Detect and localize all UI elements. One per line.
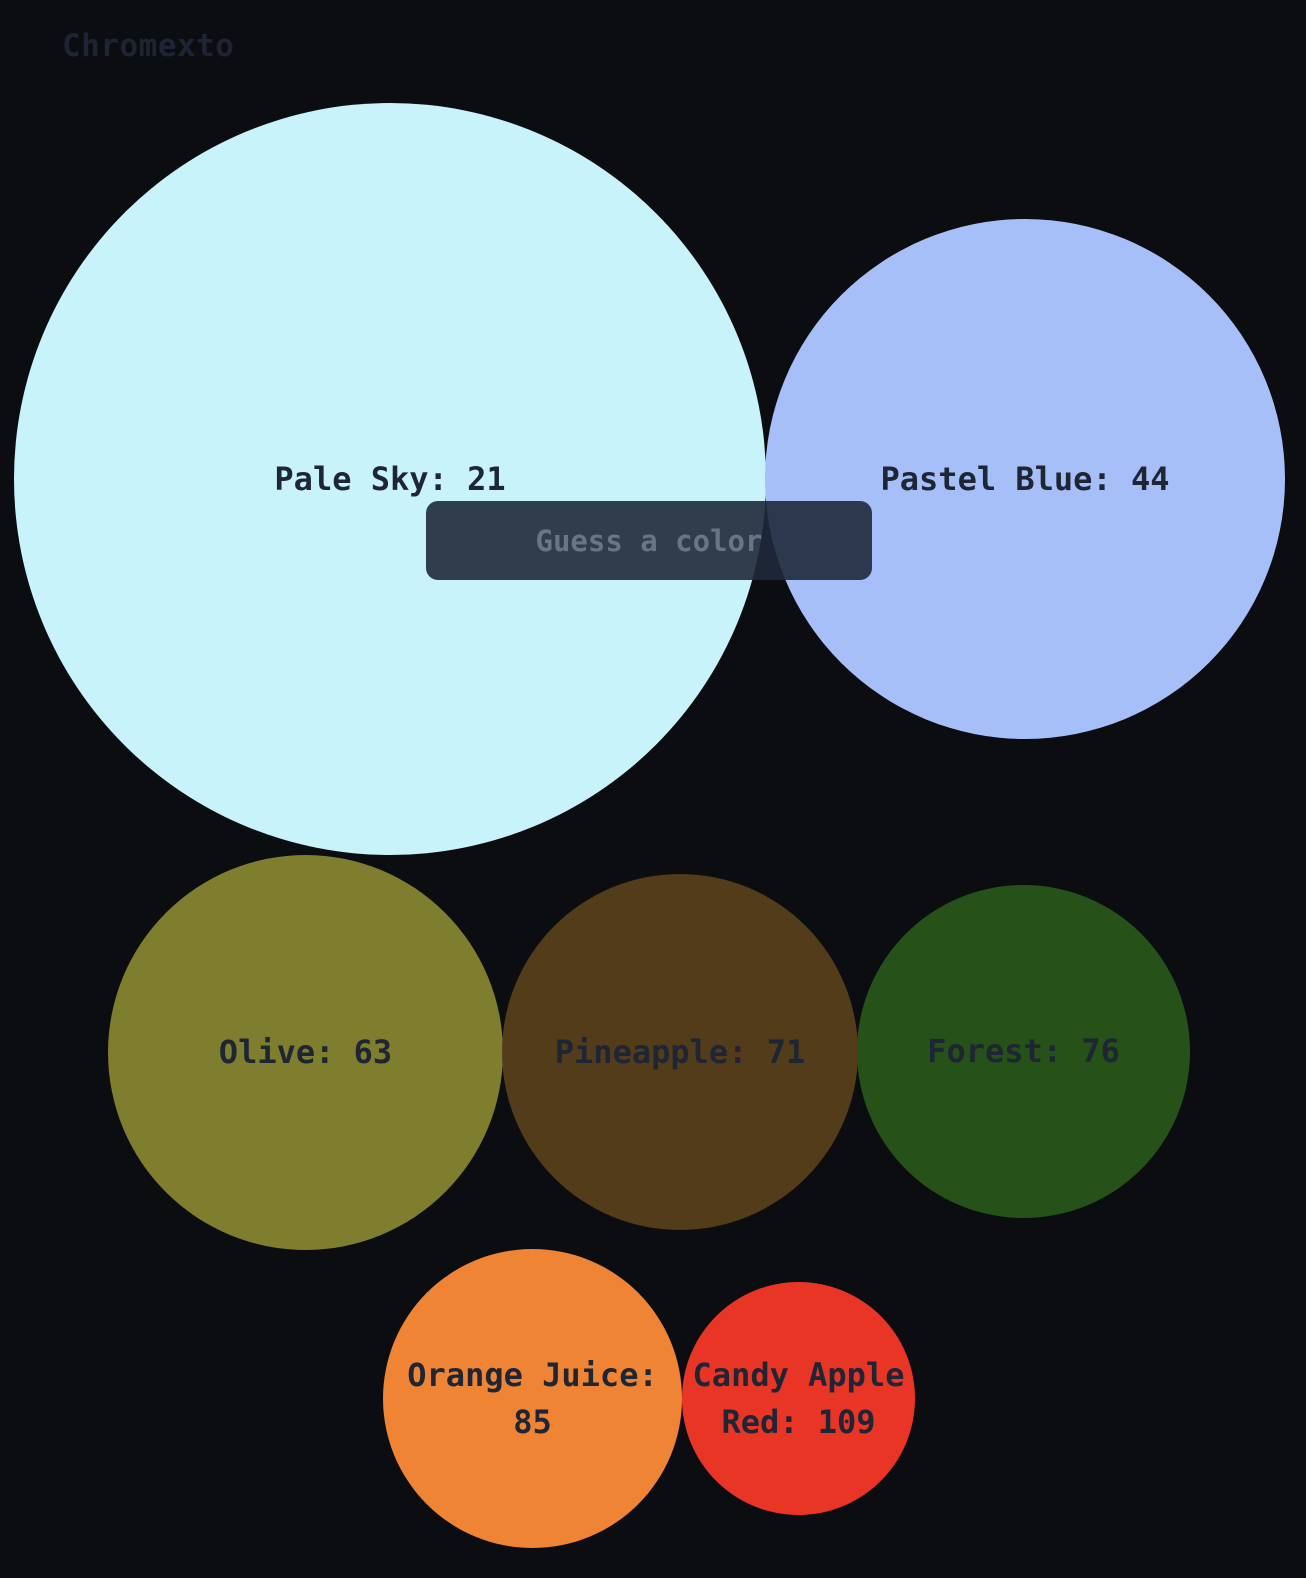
guess-bubble-orange-juice: Orange Juice: 85 [383, 1249, 682, 1548]
guess-label: Forest: 76 [927, 1032, 1120, 1070]
guess-label: Pale Sky: 21 [274, 459, 506, 498]
guess-bubble-pineapple: Pineapple: 71 [502, 874, 858, 1230]
guess-bubble-pastel-blue: Pastel Blue: 44 [765, 219, 1285, 739]
guess-bubble-forest: Forest: 76 [857, 885, 1190, 1218]
guess-bubble-olive: Olive: 63 [108, 855, 503, 1250]
guess-label: Olive: 63 [218, 1033, 393, 1071]
guess-bubble-candy-apple-red: Candy Apple Red: 109 [682, 1282, 915, 1515]
guess-label: Orange Juice: 85 [407, 1355, 658, 1441]
guess-label: Pastel Blue: 44 [880, 459, 1170, 498]
guess-bubble-pale-sky: Pale Sky: 21 [14, 103, 766, 855]
guess-input[interactable] [426, 501, 872, 580]
app-title: Chromexto [62, 28, 235, 64]
guess-label: Pineapple: 71 [554, 1032, 806, 1071]
guess-label: Candy Apple Red: 109 [692, 1355, 905, 1441]
